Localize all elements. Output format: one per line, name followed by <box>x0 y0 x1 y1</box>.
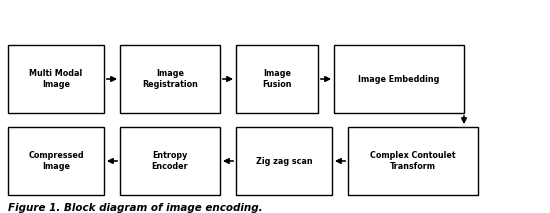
Bar <box>8 45 104 113</box>
Bar <box>348 127 478 195</box>
Text: Image
Fusion: Image Fusion <box>262 69 292 89</box>
Text: Figure 1. Block diagram of image encoding.: Figure 1. Block diagram of image encodin… <box>8 203 263 213</box>
Text: Zig zag scan: Zig zag scan <box>256 157 312 166</box>
Bar <box>334 45 464 113</box>
Bar <box>236 45 318 113</box>
Text: Image
Registration: Image Registration <box>142 69 198 89</box>
Text: Complex Contoulet
Transform: Complex Contoulet Transform <box>370 151 456 171</box>
Bar <box>120 45 220 113</box>
Bar <box>8 127 104 195</box>
Bar <box>236 127 332 195</box>
Text: Multi Modal
Image: Multi Modal Image <box>29 69 82 89</box>
Bar <box>120 127 220 195</box>
Text: Entropy
Encoder: Entropy Encoder <box>152 151 188 171</box>
Text: Compressed
Image: Compressed Image <box>28 151 84 171</box>
Text: Image Embedding: Image Embedding <box>358 75 439 83</box>
